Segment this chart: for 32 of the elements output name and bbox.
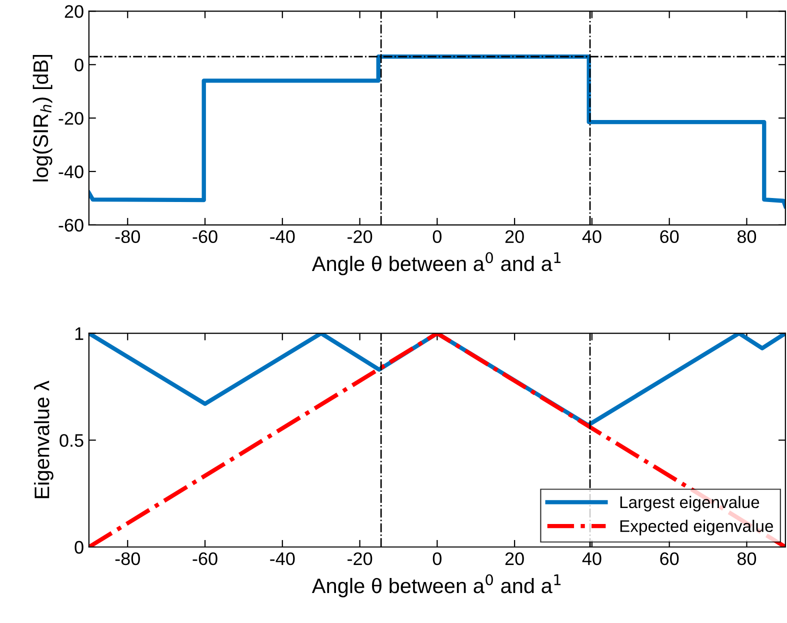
y-tick-label: 20 xyxy=(64,5,84,18)
x-tick-label: -60 xyxy=(192,230,218,244)
y-tick-label: 0.5 xyxy=(60,434,84,447)
y-axis-title: log(SIR$_{h}$) [dB] xyxy=(32,54,52,182)
x-tick-label: -60 xyxy=(192,552,218,566)
x-tick-label: -80 xyxy=(115,230,140,244)
y-tick-label: -40 xyxy=(58,165,84,178)
y-axis-title: Eigenvalue λ xyxy=(34,380,54,498)
x-tick-label: 60 xyxy=(660,230,679,244)
x-tick-label: 20 xyxy=(505,230,524,244)
y-tick-label: -60 xyxy=(58,218,84,232)
x-tick-label: 40 xyxy=(582,552,602,566)
x-tick-label: 40 xyxy=(582,230,602,244)
y-tick-label: -20 xyxy=(58,112,84,125)
legend-label: Largest eigenvalue xyxy=(620,496,760,512)
x-axis-title: Angle θ between a$^{0}$ and a$^{1}$ xyxy=(312,252,561,276)
x-tick-label: 0 xyxy=(432,230,442,244)
legend-label: Expected eigenvalue xyxy=(620,520,774,536)
x-tick-label: 80 xyxy=(737,552,756,566)
x-tick-label: -40 xyxy=(270,552,295,566)
x-tick-label: 80 xyxy=(737,230,756,244)
x-tick-label: 20 xyxy=(505,552,524,566)
y-tick-label: 1 xyxy=(75,327,84,340)
x-tick-label: -80 xyxy=(115,552,140,566)
x-tick-label: -40 xyxy=(270,230,295,244)
x-tick-label: 0 xyxy=(432,552,442,566)
x-tick-label: 60 xyxy=(660,552,679,566)
y-tick-label: 0 xyxy=(74,58,84,72)
x-axis-title: Angle θ between a$^{0}$ and a$^{1}$ xyxy=(312,574,561,598)
x-tick-label: -20 xyxy=(348,230,372,244)
y-tick-label: 0 xyxy=(74,540,84,554)
x-tick-label: -20 xyxy=(348,552,372,566)
